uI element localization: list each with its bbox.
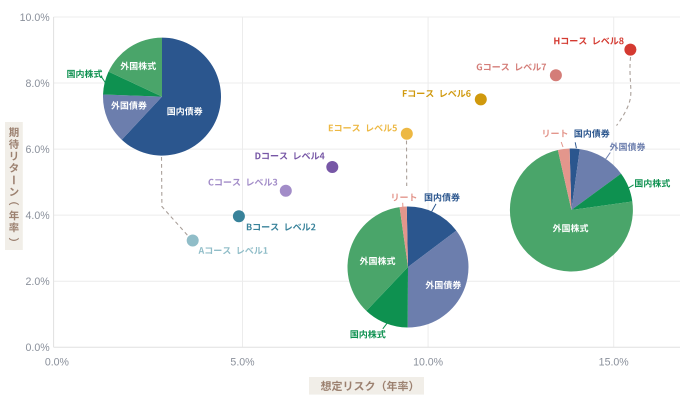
- svg-text:6.0%: 6.0%: [26, 144, 51, 156]
- svg-text:15.0%: 15.0%: [599, 356, 630, 368]
- svg-text:4.0%: 4.0%: [26, 210, 51, 222]
- svg-text:0.0%: 0.0%: [45, 356, 70, 368]
- svg-text:10.0%: 10.0%: [20, 12, 51, 24]
- svg-text:0.0%: 0.0%: [26, 342, 51, 354]
- svg-text:2.0%: 2.0%: [26, 276, 51, 288]
- svg-text:5.0%: 5.0%: [230, 356, 255, 368]
- svg-text:10.0%: 10.0%: [413, 356, 444, 368]
- svg-text:8.0%: 8.0%: [26, 78, 51, 90]
